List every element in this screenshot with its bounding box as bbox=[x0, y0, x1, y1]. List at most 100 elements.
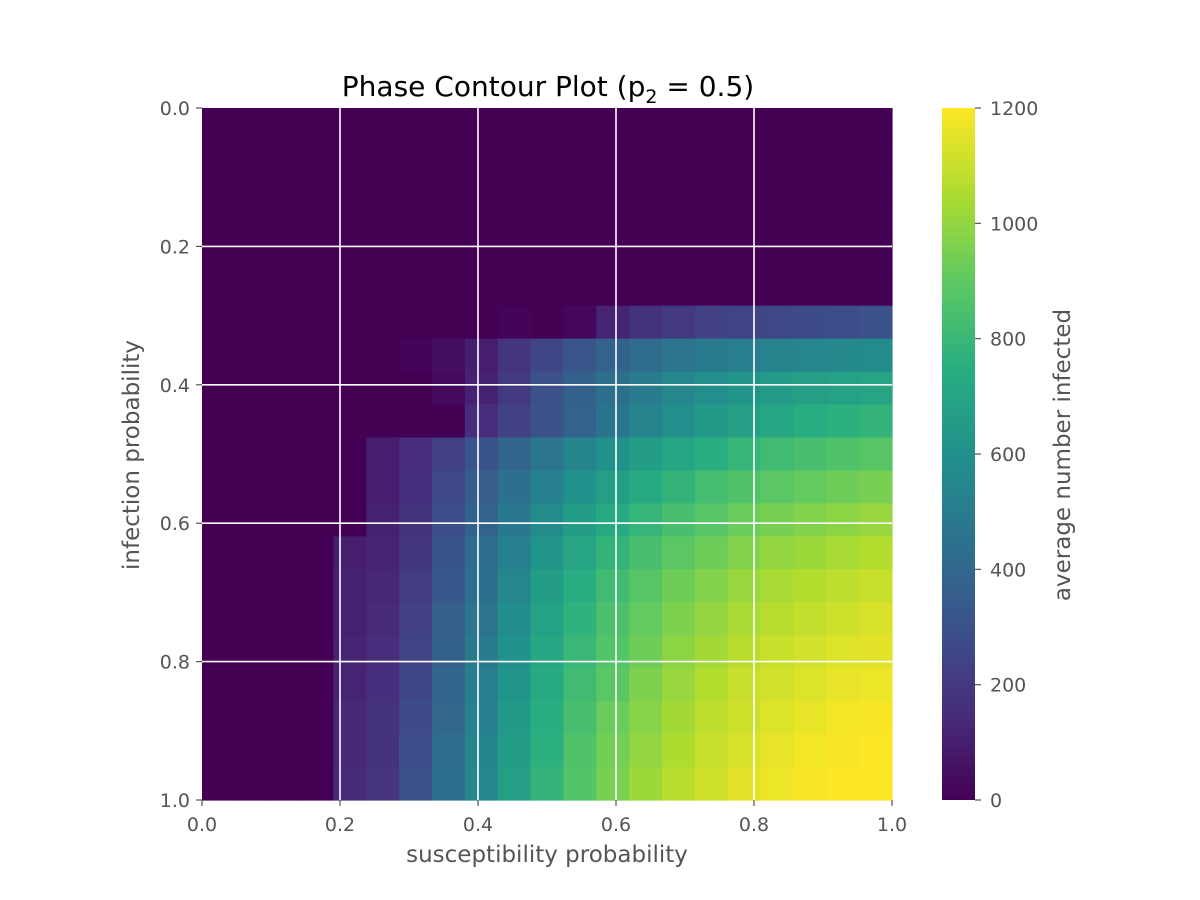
heatmap-cell bbox=[859, 108, 893, 142]
heatmap-cell bbox=[859, 404, 893, 439]
heatmap-cell bbox=[234, 536, 269, 570]
heatmap-cell bbox=[267, 371, 302, 406]
heatmap-cell bbox=[267, 404, 302, 439]
heatmap-cell bbox=[859, 140, 893, 175]
heatmap-cell bbox=[497, 767, 532, 801]
heatmap-cell bbox=[432, 602, 466, 636]
y-axis-label: infection probability bbox=[119, 340, 145, 570]
heatmap-cell bbox=[366, 602, 400, 636]
heatmap-cell bbox=[366, 635, 400, 669]
heatmap-cell bbox=[399, 206, 433, 241]
heatmap-cell bbox=[859, 767, 893, 801]
heatmap-cell bbox=[202, 173, 236, 208]
heatmap-cell bbox=[596, 470, 630, 505]
heatmap-cell bbox=[300, 371, 335, 406]
heatmap-cell bbox=[333, 569, 367, 603]
heatmap-cell bbox=[234, 108, 269, 142]
heatmap-cell bbox=[694, 635, 729, 669]
heatmap-cell bbox=[497, 272, 532, 307]
heatmap-cell bbox=[333, 239, 367, 274]
heatmap-cell bbox=[530, 734, 565, 768]
heatmap-cell bbox=[563, 305, 597, 340]
heatmap-cell bbox=[793, 734, 827, 768]
heatmap-cell bbox=[399, 701, 433, 735]
heatmap-cell bbox=[727, 272, 762, 307]
heatmap-cell bbox=[859, 206, 893, 241]
heatmap-cell bbox=[300, 701, 335, 735]
heatmap-cell bbox=[333, 206, 367, 241]
heatmap-cell bbox=[563, 239, 597, 274]
chart-title: Phase Contour Plot (p2 = 0.5) bbox=[342, 70, 754, 108]
x-axis-label: susceptibility probability bbox=[406, 842, 688, 868]
heatmap-cell bbox=[399, 635, 433, 669]
heatmap-cell bbox=[202, 536, 236, 570]
heatmap-cell bbox=[300, 602, 335, 636]
heatmap-cell bbox=[300, 404, 335, 439]
heatmap-cell bbox=[333, 470, 367, 505]
heatmap-cell bbox=[464, 635, 499, 669]
heatmap-cell bbox=[267, 767, 302, 801]
heatmap-cell bbox=[267, 503, 302, 537]
heatmap-cell bbox=[629, 108, 663, 142]
heatmap-cell bbox=[399, 668, 433, 702]
heatmap-cell bbox=[267, 437, 302, 472]
heatmap-cell bbox=[202, 305, 236, 340]
heatmap-cell bbox=[760, 305, 795, 340]
heatmap-cell bbox=[464, 701, 499, 735]
heatmap-cell bbox=[662, 108, 696, 142]
heatmap-cell bbox=[760, 767, 795, 801]
x-tick-label: 0.6 bbox=[601, 814, 631, 836]
heatmap-cell bbox=[859, 272, 893, 307]
heatmap-cell bbox=[826, 767, 860, 801]
heatmap-cell bbox=[596, 272, 630, 307]
heatmap-cell bbox=[826, 734, 860, 768]
heatmap-cell bbox=[793, 338, 827, 373]
heatmap-cell bbox=[202, 734, 236, 768]
heatmap-cell bbox=[563, 140, 597, 175]
heatmap-cell bbox=[202, 470, 236, 505]
heatmap-cell bbox=[694, 108, 729, 142]
heatmap-cell bbox=[826, 404, 860, 439]
heatmap-cell bbox=[300, 239, 335, 274]
heatmap-cell bbox=[662, 701, 696, 735]
heatmap-cell bbox=[399, 767, 433, 801]
colorbar-tick-label: 1200 bbox=[990, 98, 1038, 120]
heatmap-cell bbox=[432, 404, 466, 439]
heatmap-cell bbox=[563, 206, 597, 241]
heatmap-cell bbox=[333, 635, 367, 669]
heatmap-cell bbox=[826, 569, 860, 603]
colorbar bbox=[942, 108, 975, 800]
heatmap-cell bbox=[563, 503, 597, 537]
heatmap-cell bbox=[596, 239, 630, 274]
heatmap-cell bbox=[694, 536, 729, 570]
heatmap-cell bbox=[694, 140, 729, 175]
heatmap-cell bbox=[563, 668, 597, 702]
heatmap-cell bbox=[399, 503, 433, 537]
heatmap-cell bbox=[760, 701, 795, 735]
heatmap-cell bbox=[234, 602, 269, 636]
colorbar-tick-label: 200 bbox=[990, 675, 1026, 697]
heatmap-cell bbox=[694, 734, 729, 768]
heatmap-cell bbox=[333, 404, 367, 439]
heatmap-cell bbox=[694, 239, 729, 274]
heatmap-cell bbox=[793, 206, 827, 241]
heatmap-cell bbox=[694, 272, 729, 307]
heatmap-cell bbox=[629, 536, 663, 570]
heatmap-cell bbox=[464, 602, 499, 636]
heatmap-cell bbox=[202, 206, 236, 241]
heatmap-cell bbox=[629, 338, 663, 373]
heatmap-cell bbox=[694, 701, 729, 735]
heatmap-cell bbox=[859, 536, 893, 570]
heatmap-cell bbox=[596, 206, 630, 241]
heatmap-cell bbox=[793, 470, 827, 505]
heatmap-cell bbox=[563, 470, 597, 505]
heatmap-cell bbox=[300, 338, 335, 373]
heatmap-cell bbox=[399, 470, 433, 505]
heatmap-cell bbox=[267, 338, 302, 373]
heatmap-cell bbox=[399, 140, 433, 175]
heatmap-cell bbox=[497, 371, 532, 406]
heatmap-cell bbox=[399, 338, 433, 373]
x-tick-label: 0.4 bbox=[463, 814, 493, 836]
heatmap-cell bbox=[300, 173, 335, 208]
colorbar-tick-label: 400 bbox=[990, 559, 1026, 581]
